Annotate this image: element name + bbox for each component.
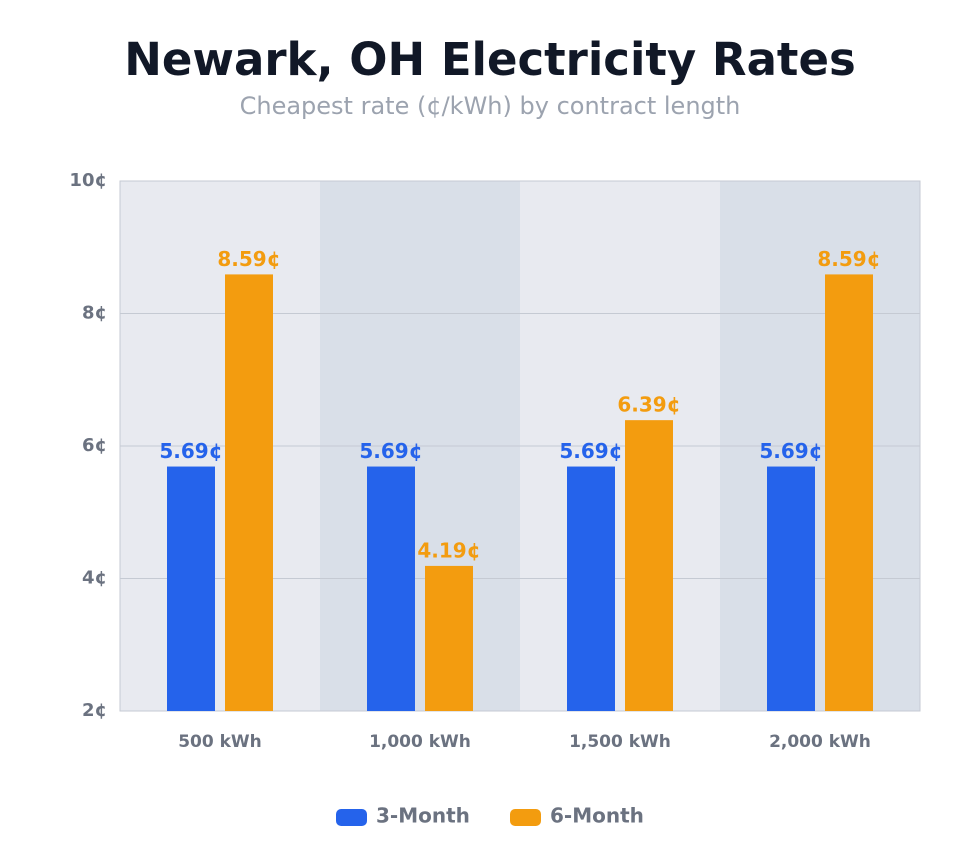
data-label: 5.69¢ [359,439,422,463]
x-tick-label: 2,000 kWh [769,732,871,752]
data-label: 4.19¢ [417,538,480,562]
bar [225,274,273,711]
data-label: 6.39¢ [617,393,680,417]
legend-label: 6-Month [550,804,644,828]
data-label: 5.69¢ [559,439,622,463]
legend-swatch [510,809,541,826]
y-tick-label: 6¢ [82,435,107,456]
y-tick-label: 4¢ [82,568,107,589]
y-tick-label: 2¢ [82,700,107,721]
legend-swatch [336,809,367,826]
x-tick-label: 1,500 kWh [569,732,671,752]
data-label: 8.59¢ [217,247,280,271]
data-label: 5.69¢ [759,439,822,463]
plot-border [119,180,921,712]
data-label: 8.59¢ [817,247,880,271]
bar [425,565,473,711]
bar [167,466,215,711]
legend-label: 3-Month [376,804,470,828]
bar [367,466,415,711]
bar [767,466,815,711]
y-tick-label: 10¢ [69,170,107,191]
bar [625,420,673,711]
bar [567,466,615,711]
x-tick-label: 1,000 kWh [369,732,471,752]
chart-subtitle: Cheapest rate (¢/kWh) by contract length [240,92,741,120]
chart-title: Newark, OH Electricity Rates [124,33,856,86]
y-tick-label: 8¢ [82,303,107,324]
bar [825,274,873,711]
x-tick-label: 500 kWh [178,732,262,752]
data-label: 5.69¢ [159,439,222,463]
